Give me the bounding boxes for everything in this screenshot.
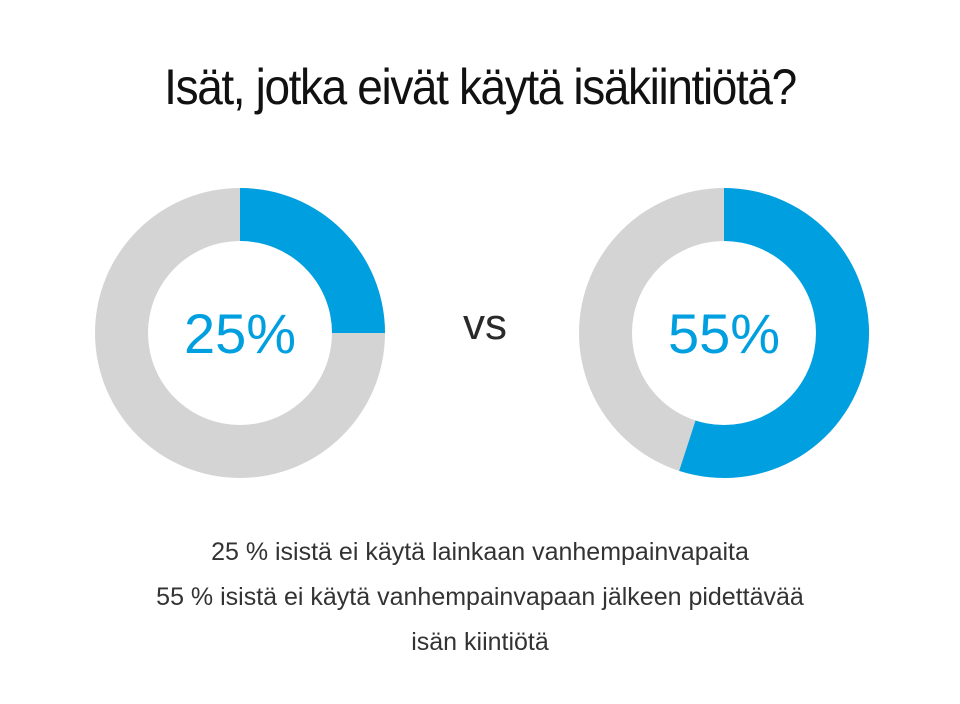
caption-line-1: 25 % isistä ei käytä lainkaan vanhempain… [211,538,749,566]
page-title: Isät, jotka eivät käytä isäkiintiötä? [164,59,797,115]
donut-hole-left [148,241,332,425]
caption-line-3: isän kiintiötä [411,628,549,656]
donut-value-label-left: 25% [184,302,296,365]
donut-svg-left: 25% [95,188,385,478]
vs-label: vs [463,300,507,349]
donut-hole-right [632,241,816,425]
donut-chart-left: 25% [95,188,385,478]
donut-chart-right: 55% [579,188,870,478]
donut-svg-right: 55% [579,188,870,478]
caption-line-2: 55 % isistä ei käytä vanhempainvapaan jä… [156,583,804,611]
donut-value-label-right: 55% [668,302,780,365]
